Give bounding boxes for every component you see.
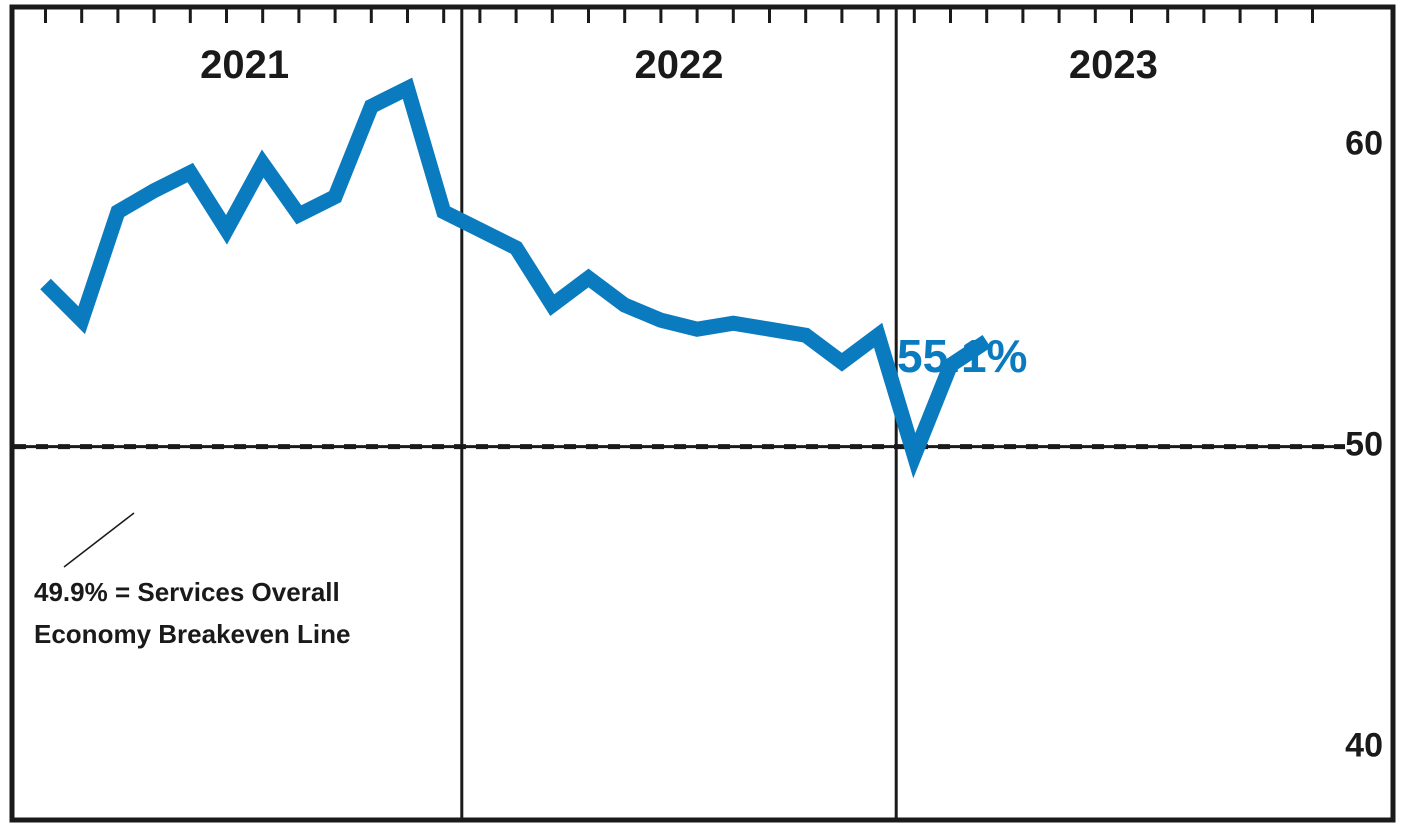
year-dividers bbox=[460, 9, 898, 818]
note-leader-line bbox=[63, 512, 135, 568]
last-value-label: 55.1% bbox=[897, 330, 1027, 382]
month-ticks bbox=[44, 9, 1314, 23]
note-line-2: Economy Breakeven Line bbox=[34, 619, 350, 649]
series-line bbox=[40, 77, 991, 479]
breakeven-note: 49.9% = Services Overall Economy Breakev… bbox=[34, 512, 350, 649]
y-tick-label: 60 bbox=[1345, 125, 1383, 163]
year-labels: 2021 2022 2023 bbox=[200, 43, 1158, 87]
y-tick-label: 50 bbox=[1345, 426, 1383, 464]
year-label: 2023 bbox=[1069, 43, 1158, 87]
note-line-1: 49.9% = Services Overall bbox=[34, 577, 340, 607]
y-tick-label: 40 bbox=[1345, 727, 1383, 765]
series-layer bbox=[40, 77, 991, 479]
y-axis: 40 50 60 bbox=[1345, 125, 1383, 765]
year-label: 2022 bbox=[635, 43, 724, 87]
year-label: 2021 bbox=[200, 43, 289, 87]
chart-frame bbox=[9, 4, 1396, 823]
